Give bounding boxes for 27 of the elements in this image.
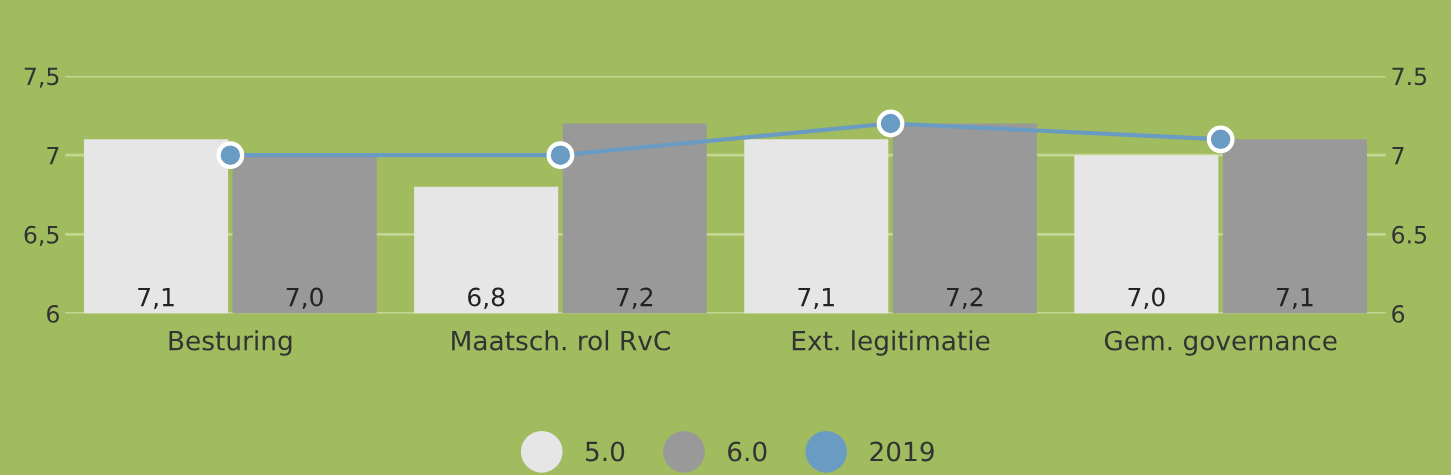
y2-tick-label: 7.5 xyxy=(1392,67,1427,86)
y-tick-label: 7 xyxy=(47,146,59,165)
y-tick-label: 7,5 xyxy=(24,67,59,88)
x-tick-label: Besturing xyxy=(169,330,292,356)
legend-label: 6.0 xyxy=(728,441,767,462)
point xyxy=(546,141,575,170)
y2-tick-label: 7 xyxy=(1392,146,1404,165)
data-label: 7,1 xyxy=(798,287,834,310)
x-tick-label: Ext. legitimatie xyxy=(792,330,990,356)
legend-label: 2019 xyxy=(870,441,934,462)
data-label: 7,0 xyxy=(1128,287,1165,310)
data-label: 7,0 xyxy=(286,287,323,310)
y-tick-label: 6,5 xyxy=(24,225,59,247)
x-tick-label: Gem. governance xyxy=(1104,330,1337,356)
data-label: 6,8 xyxy=(468,287,505,310)
legend-label: 5.0 xyxy=(586,441,625,462)
data-label: 7,2 xyxy=(947,287,983,310)
data-label: 7,2 xyxy=(616,287,653,310)
point xyxy=(1206,125,1235,154)
y2-tick-label: 6.5 xyxy=(1392,225,1427,244)
data-label: 7,1 xyxy=(138,287,174,310)
point xyxy=(876,109,905,138)
y2-tick-label: 6 xyxy=(1392,304,1405,323)
y-tick-label: 6 xyxy=(47,304,59,323)
point xyxy=(216,141,245,170)
x-tick-label: Maatsch. rol RvC xyxy=(452,330,670,351)
data-label: 7,1 xyxy=(1277,287,1313,310)
